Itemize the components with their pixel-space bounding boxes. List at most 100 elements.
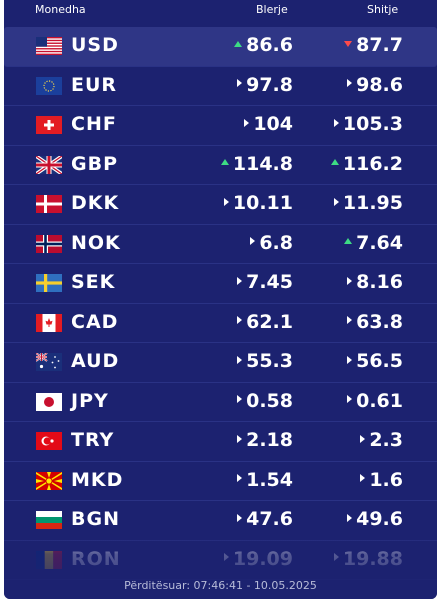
- rate-row-ron[interactable]: RON 19.09 19.88: [4, 541, 437, 580]
- trend-flat-icon: [347, 79, 353, 87]
- trend-flat-icon: [223, 553, 229, 561]
- sell-rate: 2.3: [360, 429, 403, 451]
- buy-rate: 114.8: [220, 152, 293, 175]
- trend-up-icon: [330, 159, 339, 165]
- buy-value: 2.18: [246, 429, 293, 451]
- trend-flat-icon: [237, 355, 243, 364]
- currency-code: USD: [71, 34, 119, 56]
- trend-down-icon: [344, 40, 353, 47]
- gb-flag-icon: [36, 155, 62, 174]
- trend-flat-icon: [237, 316, 243, 324]
- sell-rate: 105.3: [333, 113, 403, 135]
- sell-rate: 11.95: [333, 192, 403, 214]
- rate-row-chf[interactable]: CHF 104 105.3: [4, 106, 437, 146]
- sell-rate: 1.6: [360, 469, 403, 491]
- buy-rate: 10.11: [223, 192, 293, 214]
- trend-flat-icon: [347, 395, 353, 403]
- last-updated-text: Përditësuar: 07:46:41 - 10.05.2025: [124, 579, 317, 592]
- currency-code: AUD: [71, 350, 120, 372]
- sell-value: 8.16: [356, 271, 403, 293]
- buy-rate: 0.58: [237, 390, 293, 412]
- rate-row-aud[interactable]: AUD 55.3 56.5: [4, 343, 437, 383]
- header-buy: Blerje: [256, 3, 288, 16]
- buy-rate: 1.54: [237, 469, 293, 491]
- trend-flat-icon: [347, 355, 353, 364]
- buy-value: 62.1: [246, 310, 293, 333]
- trend-up-icon: [234, 40, 243, 47]
- sell-value: 0.61: [356, 389, 403, 412]
- buy-rate: 104: [244, 113, 293, 135]
- sell-rate: 56.5: [347, 350, 403, 372]
- buy-rate: 86.6: [234, 34, 293, 56]
- rates-list: USD 86.6 87.7 EUR 97.8 98.6 CHF 104 105.…: [4, 27, 437, 580]
- buy-rate: 19.09: [223, 548, 293, 570]
- sell-value: 7.64: [356, 231, 403, 254]
- sell-rate: 19.88: [333, 547, 403, 570]
- no-flag-icon: [36, 234, 62, 253]
- trend-flat-icon: [223, 197, 229, 206]
- trend-flat-icon: [244, 118, 250, 127]
- buy-value: 10.11: [232, 192, 293, 214]
- buy-rate: 7.45: [237, 271, 293, 293]
- eu-flag-icon: [36, 76, 62, 95]
- rate-row-gbp[interactable]: GBP 114.8 116.2: [4, 146, 437, 185]
- trend-up-icon: [344, 238, 353, 244]
- sell-value: 87.7: [356, 34, 403, 56]
- header-currency: Monedha: [35, 3, 86, 16]
- rate-row-bgn[interactable]: BGN 47.6 49.6: [4, 501, 437, 541]
- currency-code: SEK: [71, 271, 116, 293]
- rate-row-usd[interactable]: USD 86.6 87.7: [4, 27, 437, 67]
- buy-rate: 62.1: [237, 311, 293, 333]
- buy-rate: 97.8: [237, 74, 293, 96]
- trend-flat-icon: [250, 237, 256, 245]
- ca-flag-icon: [36, 313, 62, 332]
- buy-rate: 47.6: [237, 508, 293, 530]
- buy-rate: 2.18: [237, 429, 293, 451]
- trend-flat-icon: [360, 434, 366, 443]
- se-flag-icon: [36, 274, 62, 292]
- rate-row-dkk[interactable]: DKK 10.11 11.95: [4, 185, 437, 225]
- currency-code: NOK: [71, 231, 121, 254]
- dk-flag-icon: [36, 195, 62, 213]
- trend-up-icon: [220, 159, 229, 165]
- rate-row-nok[interactable]: NOK 6.8 7.64: [4, 225, 437, 264]
- rate-row-eur[interactable]: EUR 97.8 98.6: [4, 67, 437, 106]
- rate-row-mkd[interactable]: MKD 1.54 1.6: [4, 462, 437, 501]
- trend-flat-icon: [360, 474, 366, 482]
- trend-flat-icon: [237, 513, 243, 522]
- sell-rate: 116.2: [330, 153, 403, 175]
- us-flag-icon: [36, 37, 62, 55]
- trend-flat-icon: [347, 316, 353, 324]
- rate-row-try[interactable]: TRY 2.18 2.3: [4, 422, 437, 462]
- sell-rate: 98.6: [347, 74, 403, 96]
- exchange-rates-panel: Monedha Blerje Shitje USD 86.6 87.7 EUR …: [4, 0, 437, 599]
- currency-code: TRY: [71, 429, 115, 451]
- currency-code: BGN: [71, 508, 120, 530]
- sell-rate: 63.8: [347, 311, 403, 333]
- currency-code: GBP: [71, 152, 119, 175]
- rate-row-cad[interactable]: CAD 62.1 63.8: [4, 304, 437, 343]
- sell-value: 19.88: [342, 547, 403, 570]
- buy-value: 47.6: [246, 508, 293, 530]
- au-flag-icon: [36, 353, 62, 371]
- currency-code: MKD: [71, 468, 124, 491]
- currency-code: CAD: [71, 310, 119, 333]
- rate-row-jpy[interactable]: JPY 0.58 0.61: [4, 383, 437, 422]
- trend-flat-icon: [333, 118, 339, 127]
- buy-rate: 55.3: [237, 350, 293, 372]
- sell-value: 11.95: [342, 192, 403, 214]
- sell-rate: 8.16: [347, 271, 403, 293]
- sell-rate: 49.6: [347, 508, 403, 530]
- sell-rate: 0.61: [347, 390, 403, 412]
- buy-value: 114.8: [232, 152, 293, 175]
- buy-value: 104: [253, 113, 293, 135]
- rate-row-sek[interactable]: SEK 7.45 8.16: [4, 264, 437, 304]
- sell-rate: 87.7: [344, 34, 403, 56]
- trend-flat-icon: [237, 79, 243, 87]
- trend-flat-icon: [237, 474, 243, 482]
- sell-value: 49.6: [356, 508, 403, 530]
- sell-value: 98.6: [356, 73, 403, 96]
- currency-code: DKK: [71, 192, 120, 214]
- jp-flag-icon: [36, 392, 62, 411]
- trend-flat-icon: [237, 276, 243, 285]
